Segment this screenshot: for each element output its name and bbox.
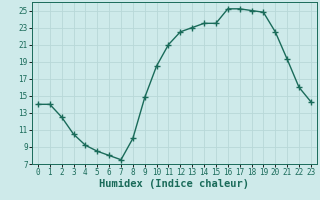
X-axis label: Humidex (Indice chaleur): Humidex (Indice chaleur) [100,179,249,189]
